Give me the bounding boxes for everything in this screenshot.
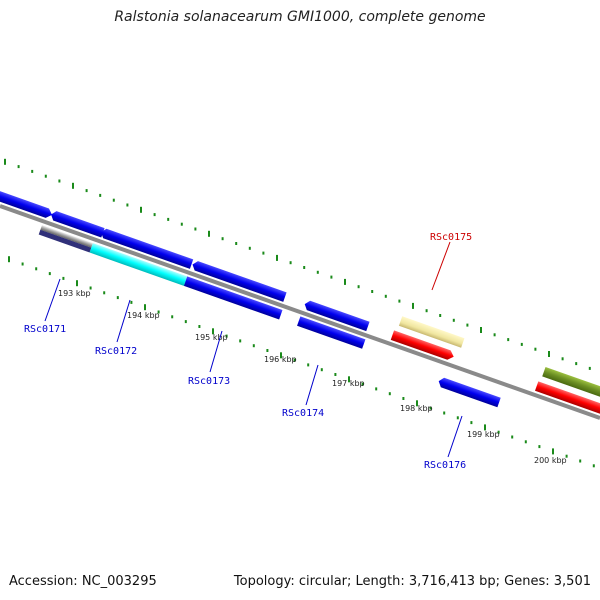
gene-arrow-upper-5[interactable] (303, 299, 370, 332)
gene-arrow-upper-1[interactable] (0, 189, 54, 219)
leader-rsc0175 (431, 241, 451, 291)
lower-tick-track (8, 256, 595, 468)
gene-box-olive[interactable] (542, 366, 600, 401)
scale-label-200: 200 kbp (534, 456, 567, 465)
gene-label-rsc0172[interactable]: RSc0172 (95, 346, 137, 357)
gene-arrow-rsc0174[interactable] (297, 316, 366, 349)
scale-label-198: 198 kbp (400, 404, 433, 413)
gene-arrow-rsc0171-gray[interactable] (40, 225, 93, 248)
gene-arrow-upper-2[interactable] (49, 210, 105, 238)
gene-arrow-upper-3[interactable] (99, 227, 194, 269)
gene-arrow-upper-4[interactable] (191, 260, 287, 302)
gene-arrow-red-right[interactable] (534, 381, 600, 416)
leader-rsc0176 (447, 415, 463, 458)
gene-arrow-rsc0172[interactable] (89, 243, 188, 286)
scale-label-193: 193 kbp (58, 289, 91, 298)
map-title: Ralstonia solanacearum GMI1000, complete… (114, 9, 486, 25)
gene-box-yellow[interactable] (398, 316, 465, 348)
leader-rsc0171 (44, 278, 61, 322)
gene-label-rsc0175[interactable]: RSc0175 (430, 232, 472, 243)
scale-label-196: 196 kbp (264, 355, 297, 364)
leader-rsc0174 (305, 364, 319, 406)
leader-rsc0173 (209, 330, 223, 373)
upper-tick-track (4, 158, 591, 370)
gene-label-rsc0176[interactable]: RSc0176 (424, 460, 466, 471)
gene-arrow-rsc0171[interactable] (38, 229, 92, 253)
accession-text: Accession: NC_003295 (9, 574, 157, 589)
gene-label-rsc0174[interactable]: RSc0174 (282, 408, 324, 419)
scale-label-194: 194 kbp (127, 311, 160, 320)
gene-label-rsc0173[interactable]: RSc0173 (188, 376, 230, 387)
gene-arrow-rsc0175[interactable] (390, 330, 456, 361)
leader-rsc0172 (116, 299, 131, 343)
scale-label-195: 195 kbp (195, 333, 228, 342)
gene-label-rsc0171[interactable]: RSc0171 (24, 324, 66, 335)
genome-summary-text: Topology: circular; Length: 3,716,413 bp… (233, 574, 591, 589)
scale-label-199: 199 kbp (467, 430, 500, 439)
gene-arrow-rsc0176[interactable] (437, 376, 501, 408)
scale-label-197: 197 kbp (332, 379, 365, 388)
gene-track (0, 189, 600, 416)
gene-arrow-rsc0173[interactable] (183, 276, 283, 320)
genome-backbone (0, 204, 600, 420)
